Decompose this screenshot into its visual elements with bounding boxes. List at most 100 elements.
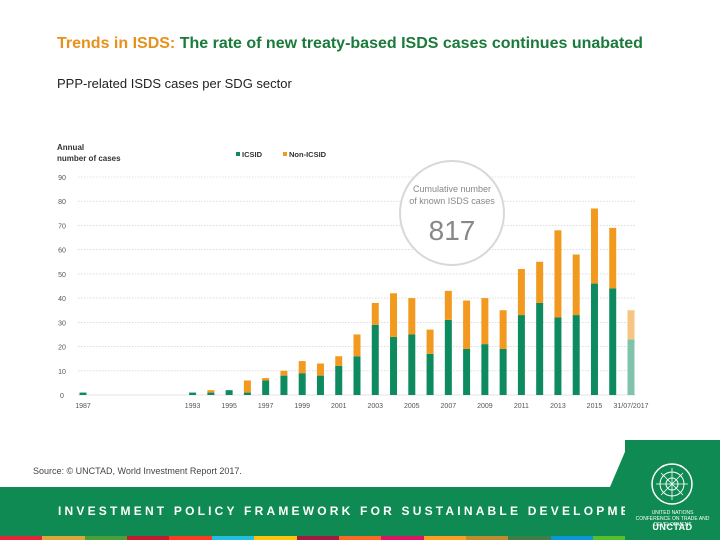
bar-icsid-2003 xyxy=(371,324,379,395)
bar-icsid-1996 xyxy=(243,392,251,395)
bar-icsid-2002 xyxy=(353,356,361,395)
bar-icsid-2016 xyxy=(609,288,617,395)
x-tick-label: 2013 xyxy=(550,403,566,410)
bar-non-icsid-2004 xyxy=(390,293,398,337)
bar-icsid-2012 xyxy=(536,302,544,395)
legend-swatch xyxy=(283,152,287,156)
bar-icsid-1993 xyxy=(189,392,197,395)
strip-segment xyxy=(254,536,297,540)
callout-circle xyxy=(399,160,505,266)
bar-icsid-1997 xyxy=(262,380,270,395)
bar-icsid-1995 xyxy=(225,390,233,395)
legend-label: Non-ICSID xyxy=(289,150,327,159)
strip-segment xyxy=(0,536,43,540)
bar-non-icsid-2000 xyxy=(316,363,324,376)
bar-non-icsid-1997 xyxy=(262,378,270,381)
bar-icsid-1998 xyxy=(280,375,288,395)
strip-segment xyxy=(550,536,594,540)
bar-icsid-1987 xyxy=(79,392,87,395)
y-tick-label: 80 xyxy=(58,199,66,206)
bar-non-icsid-2012 xyxy=(536,261,544,303)
bar-non-icsid-2006 xyxy=(426,329,434,354)
strip-segment xyxy=(381,536,424,540)
x-tick-label: 2009 xyxy=(477,403,493,410)
bar-non-icsid-2011 xyxy=(517,269,525,316)
strip-segment xyxy=(127,536,170,540)
y-tick-label: 50 xyxy=(58,272,66,279)
bars xyxy=(79,208,635,395)
strip-segment xyxy=(465,536,509,540)
bar-non-icsid-2008 xyxy=(463,300,471,349)
bar-non-icsid-2009 xyxy=(481,298,489,345)
strip-segment xyxy=(338,536,382,540)
isds-cases-chart: Annual number of cases ICSID Non-ICSID 0 1… xyxy=(57,143,649,410)
bar-non-icsid-2010 xyxy=(499,310,507,349)
bar-icsid-1999 xyxy=(298,373,306,395)
slide-title: Trends in ISDS: The rate of new treaty-b… xyxy=(57,34,657,54)
y-tick-label: 90 xyxy=(58,175,66,182)
y-axis-label-line2: number of cases xyxy=(57,154,121,163)
legend-swatch xyxy=(236,152,240,156)
callout-label-line2: of known ISDS cases xyxy=(409,196,495,206)
bar-icsid-1994 xyxy=(207,392,215,395)
bar-non-icsid-1999 xyxy=(298,361,306,374)
bar-non-icsid-1998 xyxy=(280,370,288,376)
x-ticks: 1987 1993 1995 1997 1999 2001 2003 2005 2007 2009… xyxy=(75,403,648,410)
sdg-color-strip xyxy=(0,536,720,540)
bar-icsid-2011 xyxy=(517,315,525,395)
unctad-logo: UNITED NATIONS CONFERENCE ON TRADE AND DE… xyxy=(625,440,720,540)
x-tick-label: 1993 xyxy=(185,403,201,410)
y-tick-label: 0 xyxy=(60,393,64,400)
bar-non-icsid-2003 xyxy=(371,302,379,325)
bar-non-icsid-2005 xyxy=(408,298,416,335)
source-note: Source: © UNCTAD, World Investment Repor… xyxy=(33,466,242,476)
x-tick-label: 2001 xyxy=(331,403,347,410)
bar-non-icsid-1996 xyxy=(243,380,251,393)
bar-icsid-2001 xyxy=(335,365,343,395)
bar-icsid-2007 xyxy=(444,319,452,395)
bar-non-icsid-2013 xyxy=(554,230,562,318)
footer-text: INVESTMENT POLICY FRAMEWORK FOR SUSTAINA… xyxy=(58,504,655,518)
cumulative-callout: Cumulative number of known ISDS cases 81… xyxy=(399,160,505,266)
footer-band: INVESTMENT POLICY FRAMEWORK FOR SUSTAINA… xyxy=(0,487,720,540)
y-axis-label-line1: Annual xyxy=(57,143,84,152)
bar-non-icsid-2001 xyxy=(335,356,343,366)
bar-icsid-31/07/2017 xyxy=(627,339,635,395)
x-tick-label: 2011 xyxy=(514,403,529,410)
strip-segment xyxy=(296,536,339,540)
callout-label-line1: Cumulative number xyxy=(413,184,491,194)
bar-icsid-2014 xyxy=(572,315,580,395)
legend-label: ICSID xyxy=(242,150,263,159)
y-tick-label: 20 xyxy=(58,345,66,352)
title-rest: The rate of new treaty-based ISDS cases … xyxy=(175,35,643,52)
strip-segment xyxy=(593,536,636,540)
title-lead: Trends in ISDS: xyxy=(57,35,176,52)
bar-icsid-2000 xyxy=(316,375,324,395)
bar-icsid-2004 xyxy=(390,336,398,395)
x-tick-label: 1999 xyxy=(294,403,310,410)
legend: ICSID Non-ICSID xyxy=(236,150,327,159)
strip-segment xyxy=(508,536,551,540)
bar-non-icsid-2007 xyxy=(444,290,452,320)
bar-icsid-2015 xyxy=(590,283,598,395)
callout-value: 817 xyxy=(429,215,476,246)
slide-subtitle: PPP-related ISDS cases per SDG sector xyxy=(57,76,292,91)
bar-icsid-2010 xyxy=(499,348,507,395)
bar-icsid-2006 xyxy=(426,353,434,395)
strip-segment xyxy=(84,536,128,540)
strip-segment xyxy=(423,536,466,540)
x-tick-label: 1987 xyxy=(75,403,91,410)
x-tick-label: 31/07/2017 xyxy=(613,403,648,410)
y-tick-label: 40 xyxy=(58,296,66,303)
y-tick-label: 70 xyxy=(58,223,66,230)
bar-non-icsid-2016 xyxy=(609,227,617,289)
x-tick-label: 2005 xyxy=(404,403,420,410)
bar-non-icsid-31/07/2017 xyxy=(627,310,635,340)
y-tick-label: 30 xyxy=(58,320,66,327)
bar-icsid-2005 xyxy=(408,334,416,395)
bar-icsid-2008 xyxy=(463,348,471,395)
unctad-wordmark: UNCTAD xyxy=(652,522,693,532)
strip-segment xyxy=(211,536,255,540)
bar-icsid-2013 xyxy=(554,317,562,395)
y-tick-label: 60 xyxy=(58,248,66,255)
